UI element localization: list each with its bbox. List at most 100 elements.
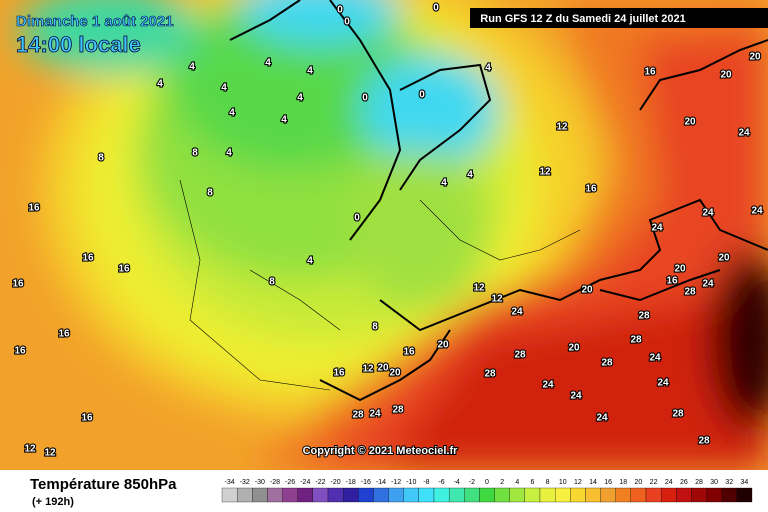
contour-label: 24: [596, 413, 608, 424]
scale-label: -4: [454, 479, 460, 486]
contour-label: 4: [485, 63, 491, 74]
scale-swatch: [676, 487, 692, 503]
contour-label: 0: [344, 17, 350, 28]
contour-label: 28: [638, 311, 650, 322]
scale-swatch: [645, 487, 662, 503]
contour-label: 20: [674, 264, 686, 275]
contour-label: 20: [568, 343, 580, 354]
scale-swatch: [358, 487, 374, 503]
scale-swatch: [585, 487, 601, 503]
scale-label: -28: [270, 479, 280, 486]
scale-label: 4: [515, 479, 519, 486]
contour-label: 24: [542, 380, 554, 391]
scale-label: 2: [500, 479, 504, 486]
contour-label: 20: [389, 368, 401, 379]
scale-swatch: [388, 487, 404, 503]
scale-swatch: [600, 487, 616, 503]
scale-swatch: [691, 487, 707, 503]
scale-swatch: [615, 487, 632, 503]
contour-label: 28: [514, 350, 526, 361]
contour-label: 24: [651, 223, 663, 234]
scale-label: -2: [469, 479, 475, 486]
scale-label: 18: [619, 479, 627, 486]
scale-swatch: [252, 487, 268, 503]
contour-label: 16: [585, 184, 597, 195]
contour-label: 12: [362, 364, 374, 375]
scale-label: 8: [546, 479, 550, 486]
contour-label: 16: [644, 67, 656, 78]
scale-swatch: [403, 487, 420, 503]
contour-label: 16: [666, 276, 678, 287]
scale-label: 26: [680, 479, 688, 486]
contour-label: 8: [269, 277, 275, 288]
contour-label: 4: [157, 79, 163, 90]
scale-label: -22: [315, 479, 325, 486]
contour-label: 4: [467, 170, 473, 181]
contour-label: 20: [749, 52, 761, 63]
scale-label: -12: [391, 479, 401, 486]
scale-label: -8: [423, 479, 429, 486]
scale-swatch: [373, 487, 389, 503]
contour-label: 12: [539, 167, 551, 178]
scale-label: 12: [574, 479, 582, 486]
contour-label: 16: [58, 329, 70, 340]
scale-swatch: [630, 487, 647, 503]
scale-label: -32: [240, 479, 250, 486]
contour-label: 16: [28, 203, 40, 214]
legend-title: Température 850hPa: [30, 476, 177, 493]
scale-swatch: [282, 487, 298, 503]
scale-label: 30: [710, 479, 718, 486]
scale-swatch: [221, 487, 238, 503]
scale-swatch: [660, 487, 677, 503]
contour-label: 4: [297, 93, 303, 104]
contour-label: 8: [207, 188, 213, 199]
scale-swatch: [570, 487, 586, 503]
scale-swatch: [418, 487, 435, 503]
scale-swatch: [524, 487, 541, 503]
contour-label: 28: [684, 287, 696, 298]
contour-label: 8: [98, 153, 104, 164]
contour-label: 8: [192, 148, 198, 159]
contour-label: 20: [437, 340, 449, 351]
contour-label: 12: [44, 448, 56, 459]
scale-label: 6: [530, 479, 534, 486]
scale-label: -6: [438, 479, 444, 486]
contour-label: 4: [226, 148, 232, 159]
contour-label: 20: [581, 285, 593, 296]
scale-label: -20: [331, 479, 341, 486]
scale-swatch: [448, 487, 465, 503]
contour-label: 28: [352, 410, 364, 421]
scale-label: 16: [604, 479, 612, 486]
contour-label: 24: [657, 378, 669, 389]
contour-label: 4: [229, 108, 235, 119]
contour-label: 4: [221, 83, 227, 94]
contour-label: 24: [738, 128, 750, 139]
contour-label: 24: [702, 208, 714, 219]
scale-swatch: [721, 487, 738, 503]
scale-label: 32: [725, 479, 733, 486]
contour-label: 24: [751, 206, 763, 217]
contour-label: 12: [24, 444, 36, 455]
scale-swatch: [494, 487, 510, 503]
scale-label: -24: [300, 479, 310, 486]
contour-label: 16: [403, 347, 415, 358]
scale-swatch: [327, 487, 344, 503]
contour-label: 24: [649, 353, 661, 364]
contour-label: 4: [307, 66, 313, 77]
contour-label: 4: [265, 58, 271, 69]
contour-label: 0: [433, 3, 439, 14]
scale-swatch: [464, 487, 480, 503]
legend-subtitle: (+ 192h): [32, 496, 74, 508]
scale-label: -26: [285, 479, 295, 486]
scale-label: 28: [695, 479, 703, 486]
contour-label: 16: [82, 253, 94, 264]
run-box: [470, 8, 768, 28]
scale-swatch: [342, 487, 359, 503]
scale-label: -18: [346, 479, 356, 486]
scale-label: 10: [559, 479, 567, 486]
contour-label: 16: [14, 346, 26, 357]
contour-label: 4: [281, 115, 287, 126]
scale-label: -30: [255, 479, 265, 486]
contour-label: 16: [333, 368, 345, 379]
